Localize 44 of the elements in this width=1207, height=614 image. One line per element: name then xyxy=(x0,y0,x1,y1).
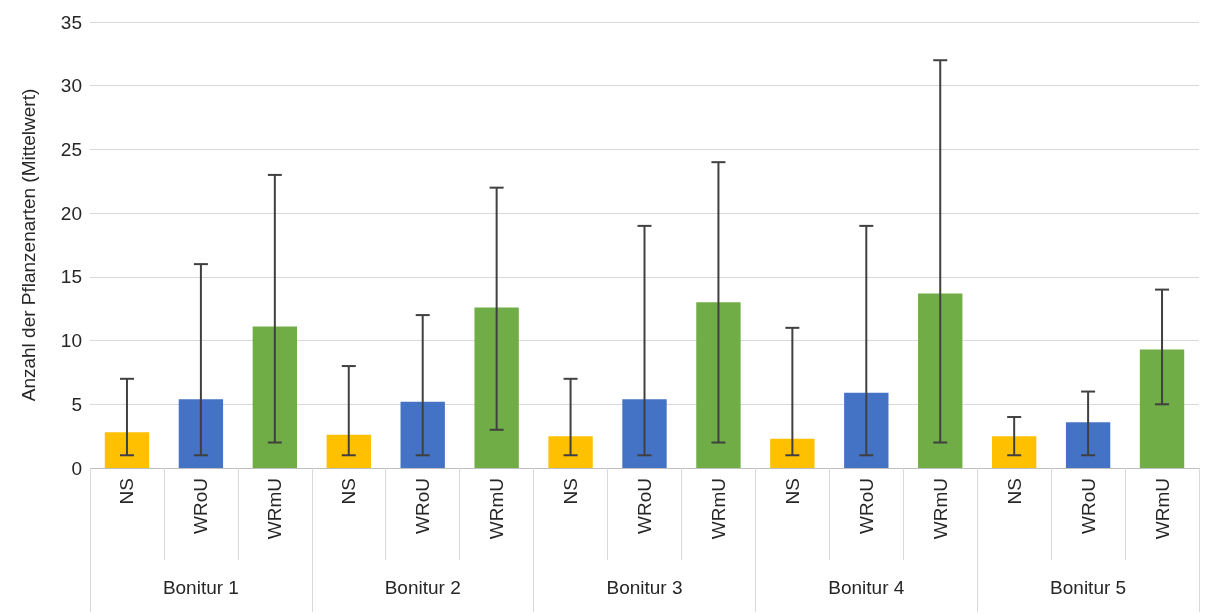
text: NS xyxy=(116,478,138,505)
bar xyxy=(326,434,371,468)
text: WRoU xyxy=(190,478,212,534)
bar xyxy=(178,399,224,468)
bar xyxy=(400,401,445,468)
x-tick-label: Bonitur 2 xyxy=(384,577,461,598)
y-tick-label: 20 xyxy=(60,202,82,224)
x-tick-label: Bonitur 4 xyxy=(828,577,905,598)
bar xyxy=(696,302,741,468)
y-tick-label: 5 xyxy=(71,393,82,415)
x-tick-label: Bonitur 5 xyxy=(1050,577,1127,598)
text: WRmU xyxy=(929,478,951,540)
bar xyxy=(474,307,519,468)
bar xyxy=(104,432,150,468)
text: WRoU xyxy=(1077,478,1099,534)
text: WRoU xyxy=(855,478,877,534)
text: WRmU xyxy=(264,478,286,540)
text: WRoU xyxy=(412,478,434,534)
text: NS xyxy=(338,478,360,505)
text: NS xyxy=(1003,478,1025,505)
bar xyxy=(1065,422,1111,468)
bar xyxy=(548,436,593,468)
y-axis-title: Anzahl der Pflanzenarten (Mittelwert) xyxy=(18,88,39,402)
y-tick-label: 30 xyxy=(60,75,82,97)
bar xyxy=(252,326,298,468)
y-tick-label: 15 xyxy=(60,266,82,288)
text: WRmU xyxy=(486,478,508,540)
y-tick-label: 0 xyxy=(71,457,82,479)
bar xyxy=(844,392,889,468)
text: WRmU xyxy=(707,478,729,540)
bar xyxy=(770,438,815,468)
x-tick-label: Bonitur 3 xyxy=(606,577,683,598)
text: NS xyxy=(781,478,803,505)
bar xyxy=(991,436,1037,468)
bar xyxy=(622,399,667,468)
text: WRmU xyxy=(1151,478,1173,540)
y-tick-label: 25 xyxy=(60,138,82,160)
bar xyxy=(1139,349,1185,468)
y-tick-label: 10 xyxy=(60,330,82,352)
text: WRoU xyxy=(634,478,655,534)
text: NS xyxy=(560,478,582,505)
y-tick-label: 35 xyxy=(60,11,82,33)
x-tick-label: Bonitur 1 xyxy=(162,577,239,598)
bar xyxy=(918,293,963,468)
